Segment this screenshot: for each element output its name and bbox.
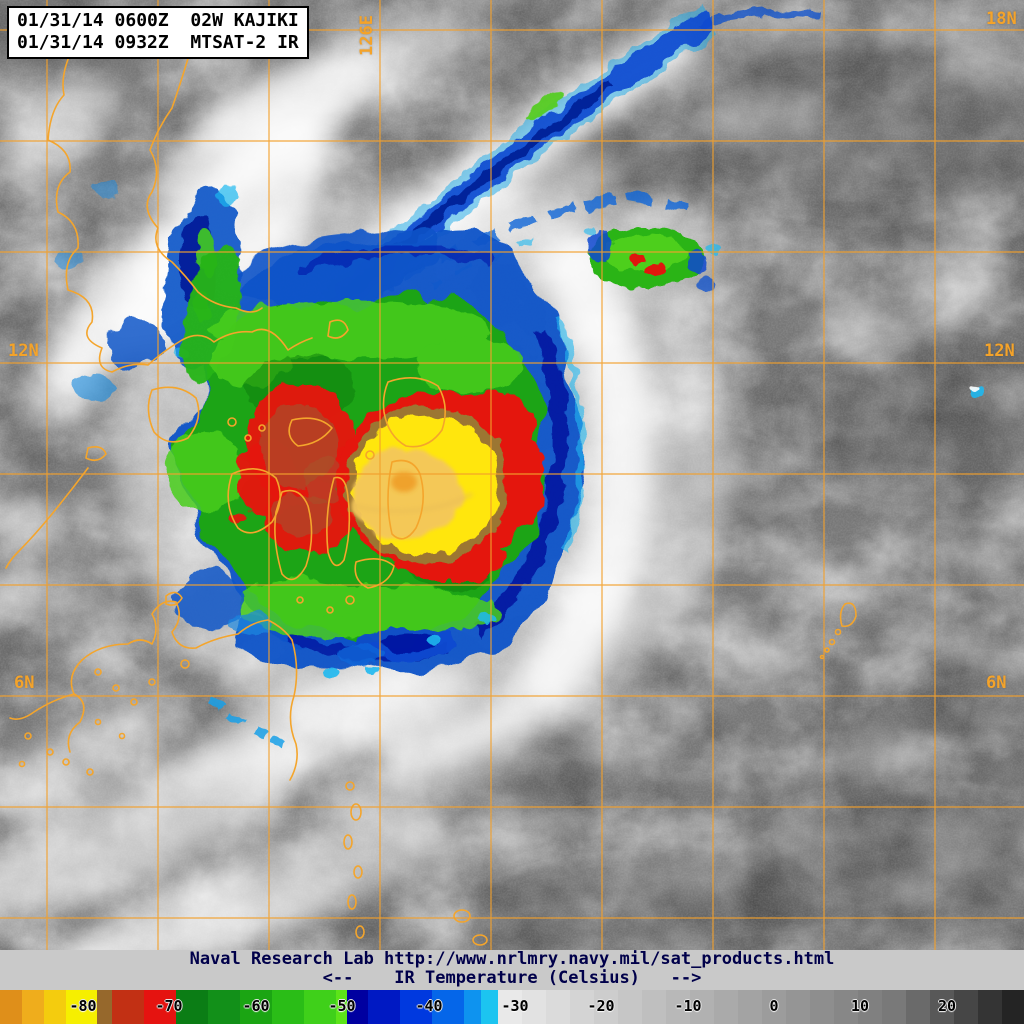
colorbar-segment [97,990,112,1024]
ir-temperature-colorbar: -80 -70 -60 -50 -40 -30 -20 -10 0 10 20 [0,990,1024,1024]
colorbar-tick: -40 [415,997,443,1015]
geo-label: 18N [986,9,1017,29]
storm-core [339,391,545,582]
colorbar-segment [570,990,594,1024]
colorbar-segment [144,990,176,1024]
colorbar-tick: -30 [501,997,529,1015]
geo-label: 126E [357,15,377,56]
colorbar-segment [464,990,481,1024]
colorbar-segment [400,990,432,1024]
colorbar-tick: -50 [328,997,356,1015]
colorbar-tick: -20 [587,997,615,1015]
colorbar-segment [176,990,208,1024]
colorbar-segment [594,990,618,1024]
latlon-grid [0,0,1024,950]
colorbar-segments [0,990,1024,1024]
colorbar-segment [347,990,368,1024]
colorbar-segment [954,990,978,1024]
satellite-imagery [0,0,1024,950]
header-line-sensor: 01/31/14 0932Z MTSAT-2 IR [17,32,299,53]
colorbar-segment [690,990,714,1024]
colorbar-tick: 0 [769,997,779,1015]
colorbar-segment [714,990,738,1024]
colorbar-tick: -10 [674,997,702,1015]
colorbar-segment [618,990,642,1024]
geo-label: 6N [14,673,35,693]
colorbar-segment [272,990,304,1024]
colorbar-segment [44,990,66,1024]
colorbar-segment [304,990,336,1024]
colorbar-tick-labels: -80 -70 -60 -50 -40 -30 -20 -10 0 10 20 [0,990,1024,1024]
colorbar-segment [112,990,144,1024]
colorbar-tick: -60 [242,997,270,1015]
colorbar-segment [498,990,522,1024]
colorbar-segment [858,990,882,1024]
right-edge-speck [971,386,985,397]
colorbar-segment [336,990,347,1024]
colorbar-segment [930,990,954,1024]
colorbar-segment [208,990,240,1024]
colorbar-segment [882,990,906,1024]
band-green-sliver [527,90,563,120]
header-annotation-box: 01/31/14 0600Z 02W KAJIKI 01/31/14 0932Z… [7,6,309,59]
colorbar-segment [978,990,1002,1024]
colorbar-segment [786,990,810,1024]
colorbar-segment [432,990,464,1024]
northeast-convective-cell [584,226,720,293]
colorbar-tick: 10 [850,997,870,1015]
legend-title: <-- IR Temperature (Celsius) --> [322,968,702,988]
colorbar-segment [22,990,44,1024]
colorbar-segment [738,990,762,1024]
colorbar-segment [906,990,930,1024]
geo-label: 12N [984,341,1015,361]
header-line-datetime-fix: 01/31/14 0600Z 02W KAJIKI [17,10,299,31]
colorbar-segment [522,990,546,1024]
colorbar-tick: -70 [155,997,183,1015]
colorbar-segment [642,990,666,1024]
colorbar-tick: 20 [937,997,957,1015]
colorbar-segment [368,990,400,1024]
colorbar-segment [834,990,858,1024]
colorbar-segment [0,990,22,1024]
colorbar-segment [66,990,97,1024]
colorbar-segment [762,990,786,1024]
satellite-map: 126E 18N 12N 12N 6N 6N [0,0,1024,950]
colorbar-segment [546,990,570,1024]
credit-strip: Naval Research Lab http://www.nrlmry.nav… [0,950,1024,990]
colorbar-segment [240,990,272,1024]
geo-label: 12N [8,341,39,361]
credit-source-url: Naval Research Lab http://www.nrlmry.nav… [189,949,835,969]
colorbar-segment [1002,990,1024,1024]
colorbar-segment [666,990,690,1024]
geo-label: 6N [986,673,1007,693]
colorbar-segment [810,990,834,1024]
colorbar-tick: -80 [69,997,97,1015]
colorbar-segment [481,990,498,1024]
